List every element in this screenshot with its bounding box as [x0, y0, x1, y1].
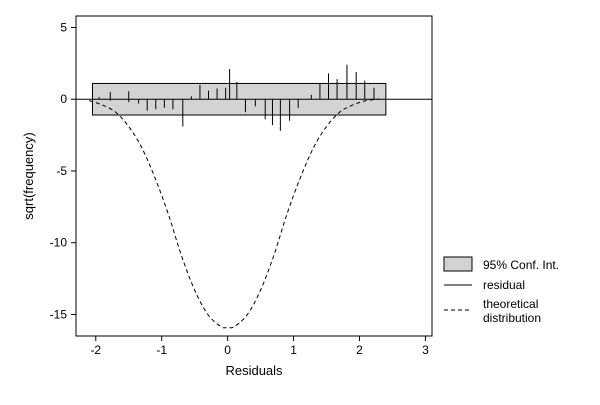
- x-tick-label: 0: [224, 343, 231, 357]
- x-axis-label: Residuals: [225, 363, 283, 378]
- y-tick-label: 5: [60, 20, 67, 34]
- x-tick-label: 1: [290, 343, 297, 357]
- y-tick-label: -5: [56, 164, 67, 178]
- legend-residual-label: residual: [483, 278, 525, 292]
- legend-theoretical-label-line2: distribution: [483, 311, 541, 325]
- y-tick-label: -15: [50, 307, 68, 321]
- x-tick-label: 3: [422, 343, 429, 357]
- legend-theoretical-label-line1: theoretical: [483, 297, 538, 311]
- plot-frame: [75, 15, 433, 337]
- legend-conf-int-label: 95% Conf. Int.: [483, 258, 559, 272]
- x-tick-label: -2: [90, 343, 101, 357]
- y-tick-label: 0: [60, 92, 67, 106]
- y-tick-label: -10: [50, 236, 68, 250]
- y-axis-label: sqrt(frequency): [21, 132, 36, 219]
- x-tick-label: 2: [356, 343, 363, 357]
- theoretical-curve: [89, 98, 380, 329]
- legend: 95% Conf. Int. residual theoretical dist…: [443, 256, 559, 325]
- x-tick-label: -1: [156, 343, 167, 357]
- legend-conf-int-swatch: [443, 256, 473, 272]
